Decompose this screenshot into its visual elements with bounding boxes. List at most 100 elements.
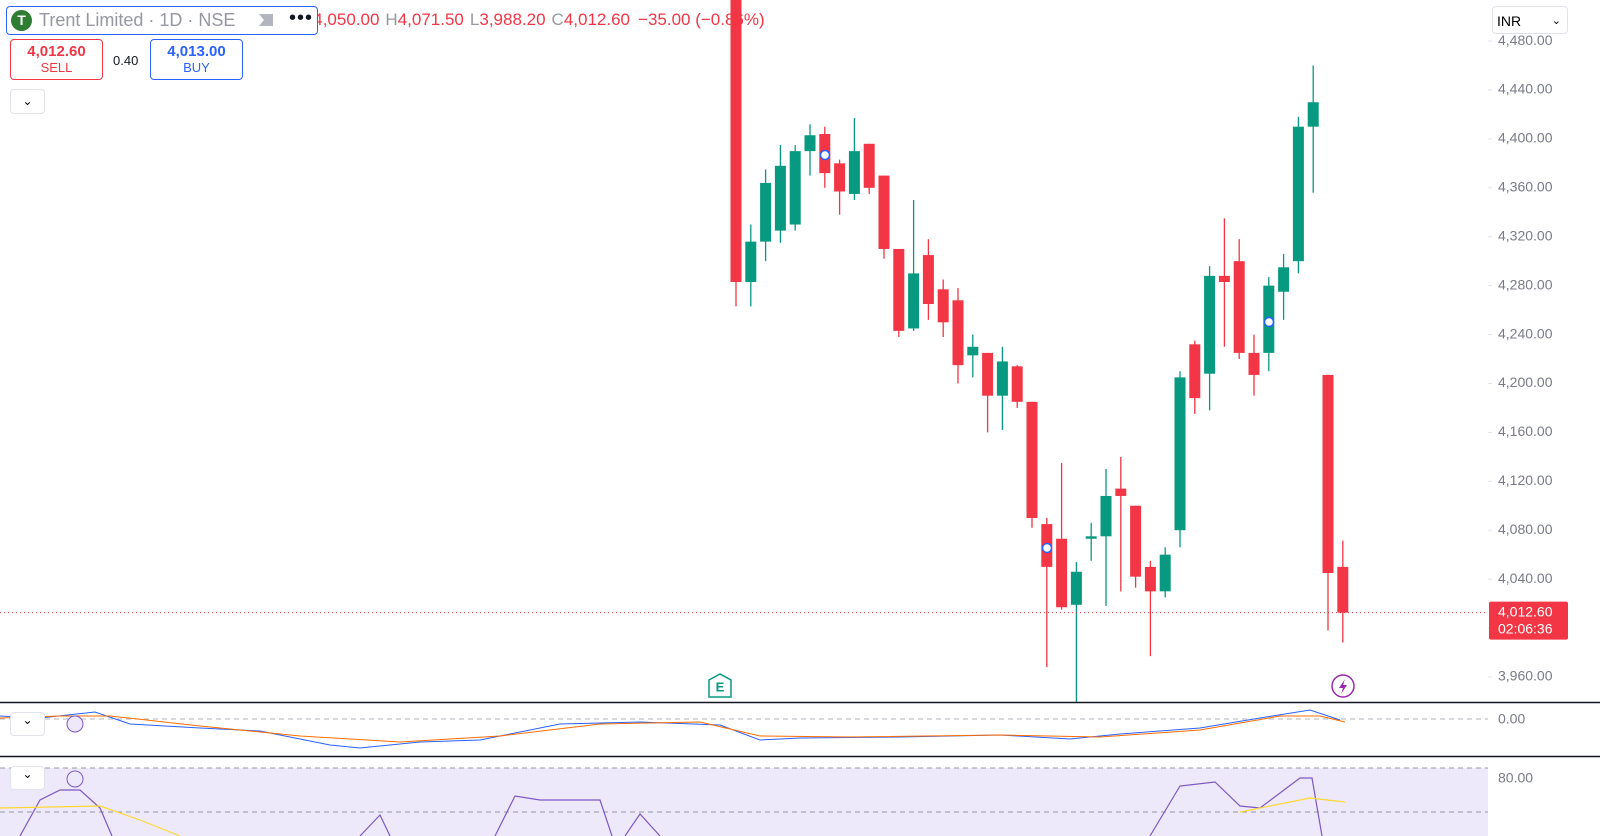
event-marker[interactable]	[819, 149, 831, 161]
candle-body	[1218, 275, 1230, 282]
candle-body	[1070, 571, 1082, 605]
candle-body	[996, 361, 1008, 396]
candle-body	[1011, 366, 1023, 402]
candle-body	[1322, 374, 1334, 573]
symbol-name: Trent Limited	[39, 10, 144, 30]
earnings-badge[interactable]	[708, 673, 732, 698]
indicator-icon[interactable]	[66, 770, 84, 788]
candle-body	[1100, 495, 1112, 537]
currency: INR	[1497, 13, 1522, 29]
rsi-upper-label: 80.00	[1498, 770, 1533, 786]
earnings-label[interactable]: E	[716, 679, 725, 694]
macd-zero-label: 0.00	[1498, 711, 1525, 727]
candle-body	[774, 165, 786, 231]
countdown-label: 02:06:36	[1498, 620, 1553, 636]
indicator-icon[interactable]	[66, 715, 84, 733]
candle-body	[878, 175, 890, 249]
symbol-title: Trent Limited · 1D · NSE	[39, 10, 236, 30]
change: −35.00 (−0.86%)	[638, 10, 765, 29]
candle-body	[863, 143, 875, 188]
y-tick-label: 4,120.00	[1498, 472, 1553, 488]
earnings-marker[interactable]: E	[708, 673, 732, 698]
candle-body	[1189, 344, 1201, 399]
sell-price: 4,012.60	[27, 43, 86, 60]
candle-body	[789, 151, 801, 225]
signal-line	[0, 715, 1346, 743]
last-price-box	[1489, 601, 1568, 640]
ohlc-value: 4,071.50	[397, 10, 464, 29]
candle-body	[952, 300, 964, 366]
currency-selector[interactable]: INR ⌄	[1492, 6, 1568, 34]
ohlc-value: 3,988.20	[479, 10, 546, 29]
collapse-button[interactable]: ⌄	[10, 712, 45, 736]
buy-price: 4,013.00	[167, 43, 226, 60]
candle-body	[908, 273, 920, 329]
y-tick-label: 4,400.00	[1498, 130, 1553, 146]
candle-body	[982, 352, 994, 396]
flag-icon[interactable]	[259, 14, 273, 26]
spread: 0.40	[113, 53, 139, 68]
candle-body	[834, 163, 846, 192]
candle-body	[848, 151, 860, 194]
candle-body	[1115, 488, 1127, 496]
candle-body	[1174, 377, 1186, 531]
candle-body	[937, 289, 949, 323]
y-tick-label: 4,440.00	[1498, 81, 1553, 97]
y-tick-label: 4,040.00	[1498, 570, 1553, 586]
y-tick-label: 4,320.00	[1498, 227, 1553, 243]
candle-body	[922, 255, 934, 304]
y-tick-label: 4,480.00	[1498, 32, 1553, 48]
exchange: NSE	[198, 10, 236, 30]
macd-line	[0, 709, 1341, 749]
buy-button[interactable]: 4,013.00 BUY	[150, 39, 243, 80]
ohlc-key: H	[385, 10, 398, 29]
ohlc-key: L	[469, 10, 480, 29]
candle-body	[1278, 267, 1290, 292]
candle-body	[730, 0, 742, 282]
candle-body	[1292, 126, 1304, 262]
candle-body	[1130, 505, 1142, 577]
candle-body	[804, 135, 816, 152]
candle-body	[1144, 566, 1156, 592]
candle-body	[1026, 401, 1038, 518]
event-marker[interactable]	[1263, 316, 1275, 328]
ohlc-value: 4,012.60	[563, 10, 631, 29]
y-tick-label: 4,280.00	[1498, 276, 1553, 292]
candle-body	[1159, 554, 1171, 592]
ohlc-legend: O4,050.00H4,071.50L3,988.20C4,012.60−35.…	[300, 10, 765, 30]
ohlc-key: C	[551, 10, 564, 29]
collapse-button[interactable]: ⌄	[10, 766, 45, 790]
news-icon	[1339, 679, 1347, 694]
y-tick-label: 4,240.00	[1498, 325, 1553, 341]
rsi-ma-line	[0, 797, 1346, 836]
buy-label: BUY	[183, 60, 210, 75]
candle-body	[1307, 102, 1319, 127]
candle-body	[1248, 352, 1260, 375]
ohlc-value: 4,050.00	[313, 10, 380, 29]
sell-label: SELL	[40, 60, 73, 75]
candle-body	[745, 241, 757, 282]
y-tick-label: 4,200.00	[1498, 374, 1553, 390]
event-marker[interactable]	[1041, 542, 1053, 554]
symbol-icon: T	[11, 10, 32, 31]
collapse-button[interactable]: ⌄	[10, 89, 45, 114]
symbol-box[interactable]: T Trent Limited · 1D · NSE •••	[6, 6, 318, 35]
candle-body	[1056, 538, 1068, 608]
candle-body	[893, 248, 905, 331]
candle-body	[1085, 536, 1097, 539]
y-tick-label: 4,360.00	[1498, 179, 1553, 195]
candle-body	[967, 346, 979, 356]
y-tick-label: 4,160.00	[1498, 423, 1553, 439]
y-tick-label: 4,080.00	[1498, 521, 1553, 537]
rsi-line	[19, 777, 1323, 836]
more-button[interactable]: •••	[289, 7, 314, 29]
last-price-label: 4,012.60	[1498, 603, 1553, 619]
sell-button[interactable]: 4,012.60 SELL	[10, 39, 103, 80]
price-pane	[0, 0, 1488, 702]
candle-body	[1233, 261, 1245, 353]
candle-body	[760, 182, 772, 242]
candle-body	[1337, 566, 1349, 613]
rsi-band	[0, 768, 1488, 836]
